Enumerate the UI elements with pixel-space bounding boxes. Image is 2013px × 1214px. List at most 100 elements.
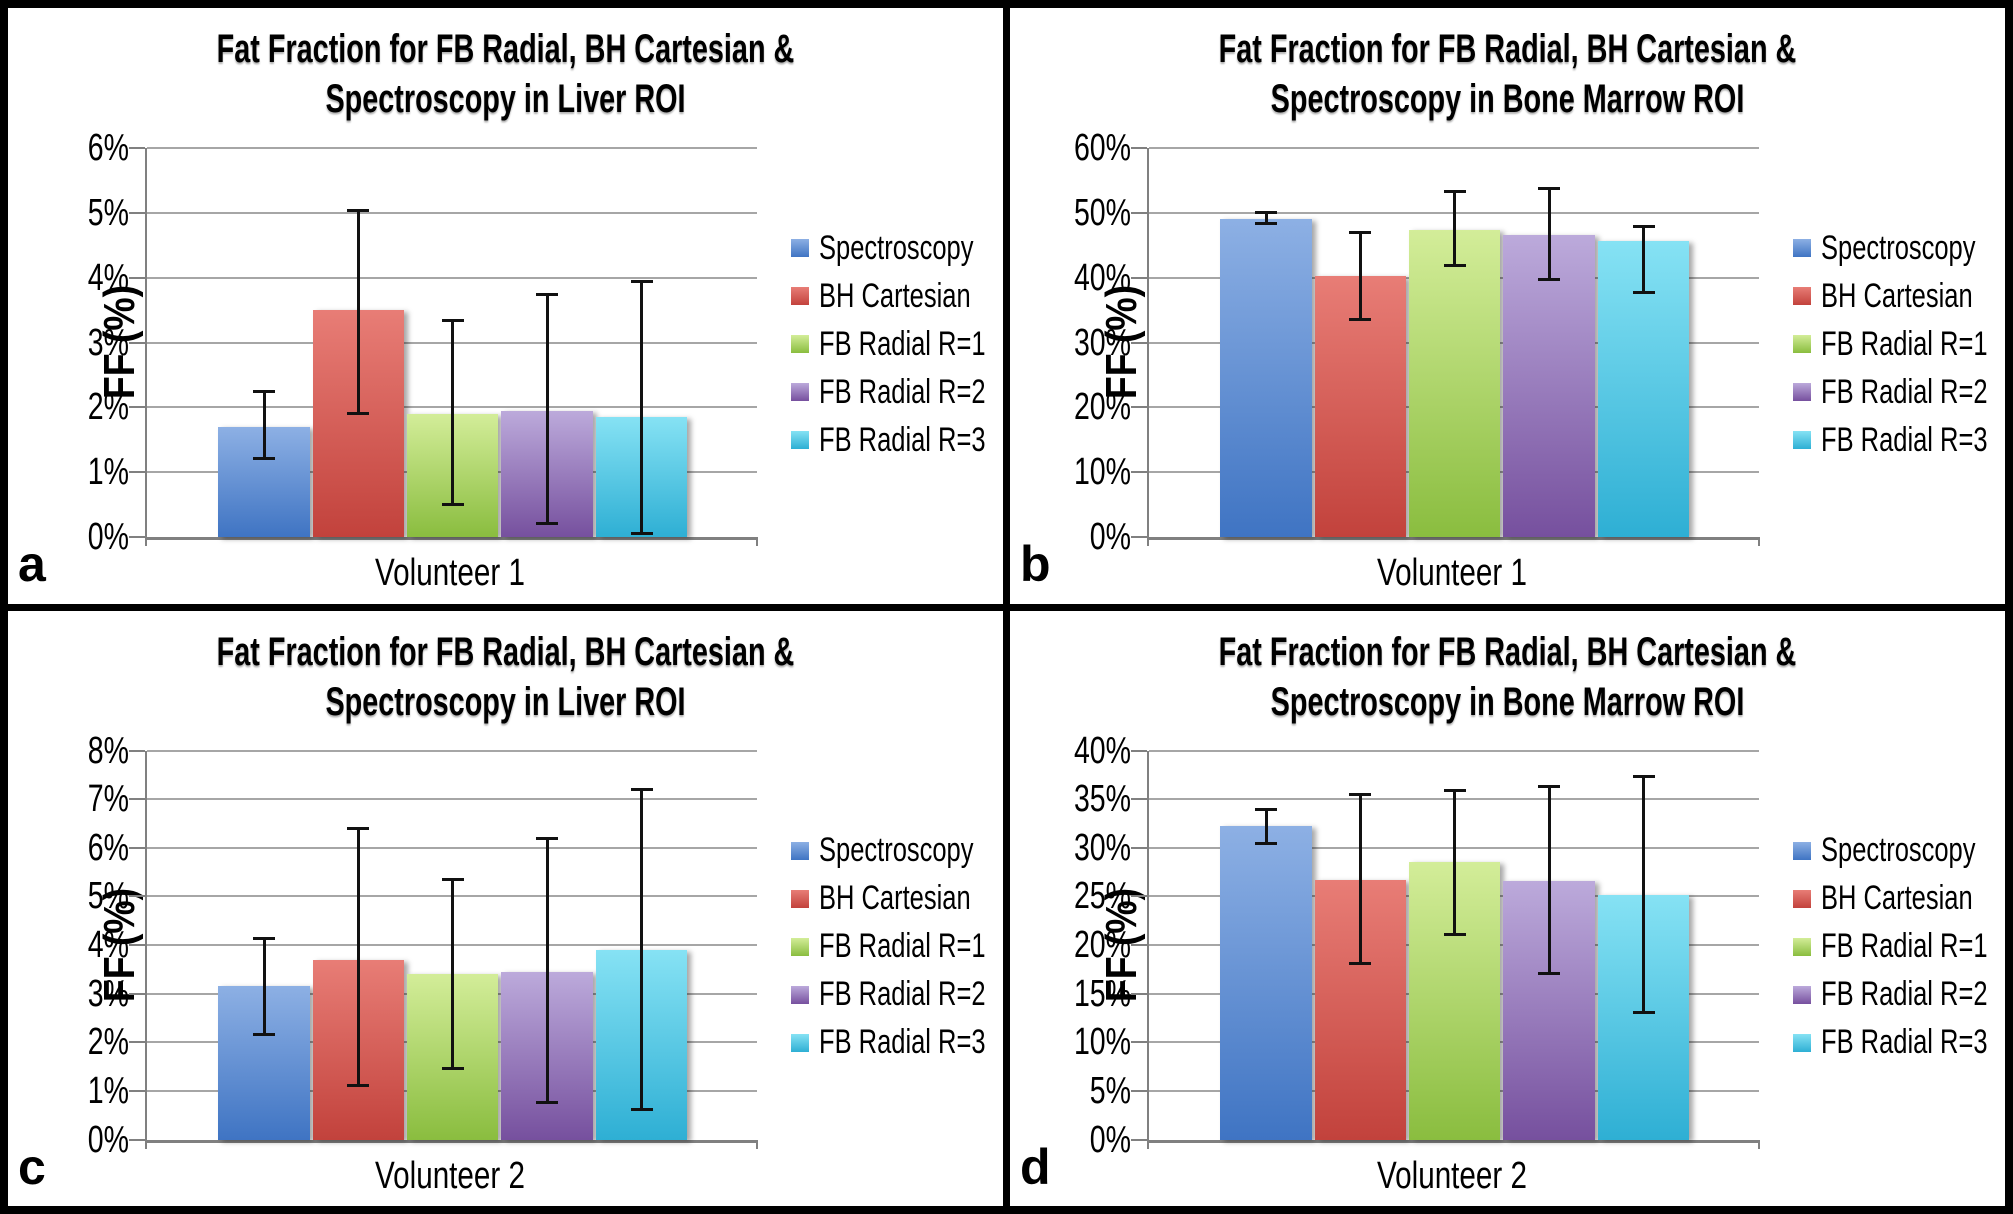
y-axis-tick: [1131, 211, 1147, 214]
y-axis-tick: [129, 992, 145, 995]
error-bar: [451, 319, 455, 505]
legend-item: Spectroscopy: [791, 827, 1003, 875]
y-tick-label: 1%: [87, 451, 129, 494]
y-tick-label: 10%: [1073, 1021, 1131, 1064]
error-bar-cap-bottom: [1255, 841, 1278, 845]
chart-title-line-1: Fat Fraction for FB Radial, BH Cartesian…: [1218, 27, 1797, 71]
chart-title-line-2: Spectroscopy in Liver ROI: [325, 679, 686, 724]
error-bar-cap-bottom: [536, 522, 559, 526]
y-tick-label: 35%: [1073, 778, 1131, 821]
y-tick-label: 60%: [1073, 127, 1131, 169]
y-tick-label: 30%: [1073, 321, 1131, 364]
legend-swatch: [1793, 335, 1811, 353]
error-bar-cap-bottom: [1349, 962, 1372, 966]
y-tick-label: 5%: [1089, 1069, 1131, 1112]
legend-item: FB Radial R=1: [791, 923, 1003, 971]
x-axis-end-tick: [145, 537, 147, 546]
y-axis-tick: [1131, 536, 1147, 538]
legend-item: FB Radial R=2: [791, 368, 1003, 416]
y-tick-label: 2%: [87, 1021, 129, 1064]
chart-title-line-1: Fat Fraction for FB Radial, BH Cartesian…: [1218, 629, 1797, 674]
y-axis-tick: [129, 341, 145, 344]
legend-item: Spectroscopy: [1793, 224, 2005, 272]
y-tick-label: 6%: [87, 127, 129, 169]
gridline: [147, 846, 757, 849]
panel-letter: d: [1020, 1138, 1051, 1195]
chart-panel-a: Fat Fraction for FB Radial, BH Cartesian…: [8, 8, 1003, 604]
y-axis-tick: [129, 211, 145, 214]
legend-label: FB Radial R=2: [1821, 372, 1988, 411]
y-axis-tick: [1131, 895, 1147, 898]
y-axis-tick: [1131, 147, 1147, 149]
error-bar-cap-top: [1443, 789, 1466, 793]
chart-title: Fat Fraction for FB Radial, BH Cartesian…: [1149, 24, 1865, 124]
x-axis-end-tick: [1147, 1139, 1149, 1149]
legend-swatch: [791, 1033, 809, 1052]
legend-swatch: [1793, 985, 1811, 1004]
legend-swatch: [791, 239, 809, 257]
legend-item: FB Radial R=2: [791, 971, 1003, 1019]
legend-item: FB Radial R=3: [791, 1019, 1003, 1067]
legend-swatch: [791, 335, 809, 353]
legend-swatch: [1793, 383, 1811, 401]
error-bar-cap-top: [1538, 186, 1561, 190]
bar-spectroscopy: [1220, 826, 1312, 1140]
error-bar: [1358, 794, 1362, 965]
legend-label: Spectroscopy: [1821, 831, 1976, 869]
legend-label: FB Radial R=1: [1821, 324, 1988, 363]
y-tick-label: 50%: [1073, 191, 1131, 234]
y-axis-tick: [129, 406, 145, 409]
y-tick-label: 40%: [1073, 256, 1131, 299]
legend-swatch: [791, 937, 809, 956]
gridline: [1149, 147, 1759, 149]
y-tick-label: 20%: [1073, 924, 1131, 966]
chart-title-line-2: Spectroscopy in Bone Marrow ROI: [1270, 77, 1745, 121]
y-tick-label: 0%: [87, 1118, 129, 1161]
error-bar-cap-top: [1538, 784, 1561, 788]
y-tick-label: 6%: [87, 826, 129, 869]
bar-fb-radial-r-1: [1409, 229, 1501, 537]
y-axis-tick: [129, 798, 145, 801]
y-axis-tick: [1131, 341, 1147, 344]
legend-swatch: [1793, 431, 1811, 449]
y-tick-label: 30%: [1073, 826, 1131, 869]
legend-swatch: [1793, 841, 1811, 860]
x-axis-end-tick: [1758, 1139, 1760, 1149]
chart-title-line-2: Spectroscopy in Bone Marrow ROI: [1270, 679, 1745, 724]
legend-label: FB Radial R=2: [819, 975, 986, 1013]
x-axis-end-tick: [1758, 537, 1760, 546]
error-bar-cap-bottom: [1632, 1011, 1655, 1015]
chart-panel-d: Fat Fraction for FB Radial, BH Cartesian…: [1010, 610, 2005, 1206]
chart-title: Fat Fraction for FB Radial, BH Cartesian…: [147, 24, 863, 124]
y-tick-label: 15%: [1073, 972, 1131, 1015]
y-axis-tick: [129, 536, 145, 538]
error-bar-cap-top: [1255, 807, 1278, 811]
legend-label: FB Radial R=3: [1821, 1023, 1988, 1061]
y-tick-label: 40%: [1073, 729, 1131, 772]
error-bar: [1547, 187, 1551, 281]
error-bar-cap-top: [1632, 774, 1655, 778]
x-axis-category-label: Volunteer 1: [1377, 552, 1527, 594]
error-bar: [545, 838, 549, 1104]
legend-label: FB Radial R=2: [1821, 975, 1988, 1013]
error-bar: [640, 789, 644, 1111]
error-bar-cap-top: [1255, 211, 1278, 215]
error-bar-cap-bottom: [630, 531, 653, 535]
plot-area: 0% 5% 10% 15% 20% 25% 30% 35% 40%: [1074, 732, 1760, 1159]
x-axis-category-label: Volunteer 2: [1377, 1154, 1527, 1197]
x-axis-end-tick: [756, 1139, 758, 1149]
y-axis-tick: [129, 147, 145, 149]
legend-label: FB Radial R=1: [1821, 927, 1988, 965]
legend-label: FB Radial R=1: [819, 927, 986, 965]
y-tick-label: 1%: [87, 1069, 129, 1112]
error-bar-cap-top: [1349, 793, 1372, 797]
x-axis-end-tick: [756, 537, 758, 546]
legend-swatch: [791, 431, 809, 449]
legend-item: Spectroscopy: [1793, 827, 2005, 875]
gridline: [147, 749, 757, 752]
legend-item: Spectroscopy: [791, 224, 1003, 272]
panel-letter: b: [1020, 536, 1051, 592]
legend-swatch: [791, 889, 809, 908]
legend-label: Spectroscopy: [819, 831, 974, 869]
